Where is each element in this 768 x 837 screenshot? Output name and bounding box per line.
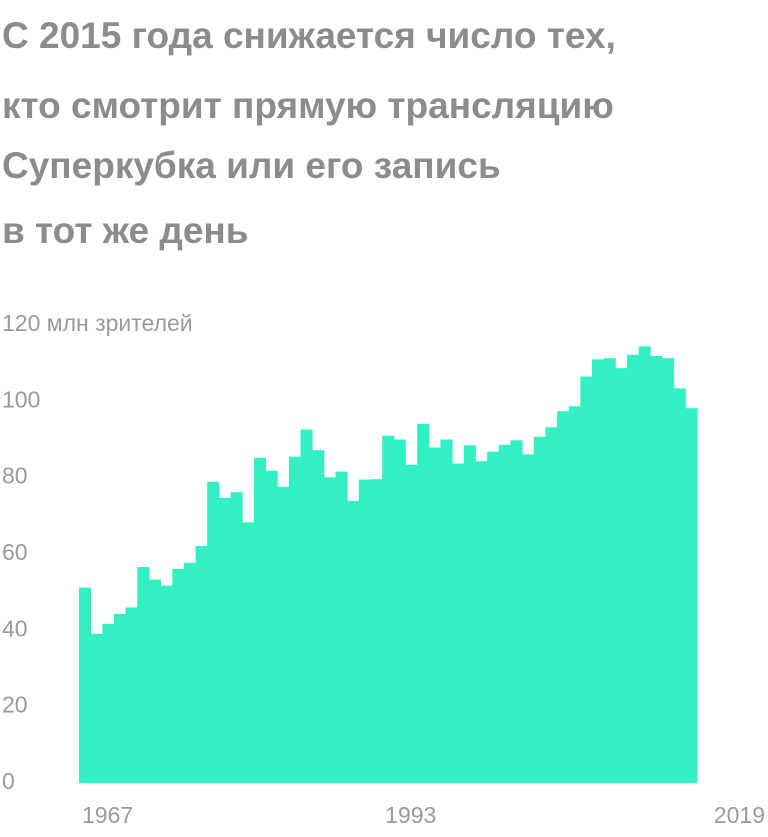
bar	[417, 423, 430, 783]
bar	[195, 545, 208, 783]
bar	[277, 486, 290, 783]
y-tick-label: 100	[2, 386, 40, 412]
bar	[148, 579, 162, 783]
y-tick-label: 20	[2, 692, 28, 718]
bar	[452, 463, 465, 783]
x-tick-label: 2019	[714, 802, 765, 828]
bar	[650, 355, 663, 783]
bar	[475, 461, 488, 783]
bar	[218, 497, 231, 783]
bar	[627, 354, 640, 783]
bar	[113, 613, 127, 783]
bar	[557, 411, 570, 783]
x-tick-label: 1967	[82, 802, 133, 828]
bar	[638, 346, 651, 783]
chart-title-line: Суперкубка или его запись	[2, 145, 501, 186]
bar	[580, 376, 593, 783]
chart-title-line: кто смотрит прямую трансляцию	[2, 85, 614, 126]
bar	[323, 477, 336, 783]
bar	[265, 470, 278, 783]
chart-title-line: в тот же день	[2, 210, 249, 251]
bar	[498, 444, 511, 783]
y-tick-label: 60	[2, 539, 28, 565]
y-tick-label: 80	[2, 463, 28, 489]
x-tick-label: 1993	[385, 802, 436, 828]
bar	[242, 522, 255, 783]
bar	[370, 479, 383, 783]
y-tick-label: 0	[2, 768, 15, 794]
bar	[685, 408, 698, 783]
bar	[335, 471, 348, 783]
bar	[358, 479, 371, 783]
bar	[312, 450, 325, 783]
bar	[183, 562, 197, 783]
bar	[440, 439, 453, 783]
bar	[510, 440, 523, 783]
y-tick-label: 120 млн зрителей	[2, 310, 193, 336]
bar	[487, 451, 500, 783]
bar	[288, 456, 301, 783]
bar	[300, 429, 313, 783]
bar	[592, 359, 605, 783]
bar	[393, 439, 406, 783]
bar	[137, 566, 150, 783]
bar	[545, 427, 558, 783]
bar	[673, 388, 686, 783]
bar	[79, 587, 92, 783]
bar	[382, 435, 395, 783]
bar	[347, 500, 360, 783]
bar	[172, 568, 185, 783]
bar	[102, 623, 115, 783]
bar	[533, 436, 546, 783]
chart-title-line: С 2015 года снижается число тех,	[2, 15, 616, 56]
bar	[90, 633, 103, 783]
bar	[568, 406, 581, 783]
bar	[463, 445, 476, 783]
bar	[522, 454, 535, 783]
bar	[428, 447, 441, 783]
bar	[160, 585, 173, 783]
y-tick-label: 40	[2, 615, 28, 641]
bar	[253, 457, 266, 783]
bar	[603, 358, 616, 783]
bar	[615, 368, 628, 783]
bar	[230, 492, 243, 783]
bar	[662, 358, 675, 783]
bar	[207, 481, 220, 783]
bar	[405, 464, 418, 783]
bar	[125, 607, 138, 783]
